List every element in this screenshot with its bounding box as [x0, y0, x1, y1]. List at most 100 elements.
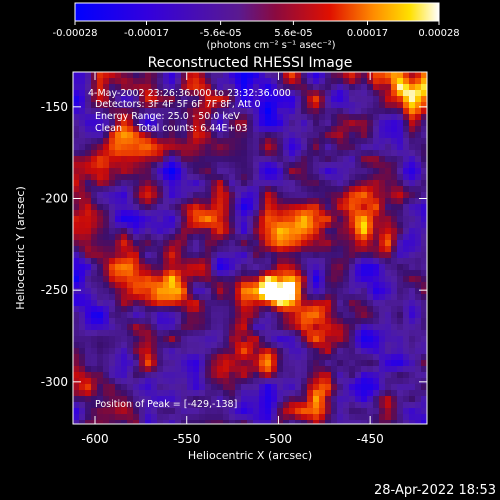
heatmap-cell — [73, 90, 80, 97]
heatmap-cell — [385, 216, 392, 223]
heatmap-cell — [73, 318, 80, 325]
heatmap-cell — [157, 234, 164, 241]
heatmap-cell — [187, 132, 194, 139]
heatmap-cell — [145, 216, 152, 223]
heatmap-cell — [343, 78, 350, 85]
heatmap-cell — [415, 180, 422, 187]
heatmap-cell — [229, 318, 236, 325]
heatmap-cell — [229, 312, 236, 319]
heatmap-cell — [109, 378, 116, 385]
heatmap-cell — [403, 150, 410, 157]
heatmap-cell — [349, 294, 356, 301]
heatmap-cell — [319, 348, 326, 355]
heatmap-cell — [169, 366, 176, 373]
heatmap-cell — [385, 168, 392, 175]
heatmap-cell — [175, 414, 182, 421]
heatmap-cell — [403, 186, 410, 193]
heatmap-cell — [373, 342, 380, 349]
heatmap-cell — [217, 114, 224, 121]
heatmap-cell — [367, 156, 374, 163]
heatmap-cell — [115, 420, 122, 424]
heatmap-cell — [385, 222, 392, 229]
heatmap-cell — [385, 120, 392, 127]
heatmap-cell — [103, 102, 110, 109]
heatmap-cell — [169, 228, 176, 235]
heatmap-cell — [217, 180, 224, 187]
heatmap-cell — [253, 132, 260, 139]
heatmap-cell — [337, 84, 344, 91]
heatmap-cell — [373, 360, 380, 367]
heatmap-cell — [289, 78, 296, 85]
heatmap-cell — [313, 372, 320, 379]
heatmap-cell — [301, 240, 308, 247]
y-tick-label: -250 — [41, 283, 68, 297]
heatmap-cell — [79, 252, 86, 259]
heatmap-cell — [217, 300, 224, 307]
heatmap-cell — [319, 96, 326, 103]
heatmap-cell — [307, 402, 314, 409]
heatmap-cell — [415, 360, 422, 367]
heatmap — [73, 72, 427, 424]
heatmap-cell — [265, 300, 272, 307]
heatmap-cell — [175, 138, 182, 145]
heatmap-cell — [175, 252, 182, 259]
heatmap-cell — [349, 342, 356, 349]
heatmap-cell — [97, 192, 104, 199]
heatmap-cell — [385, 402, 392, 409]
heatmap-cell — [415, 120, 422, 127]
heatmap-cell — [217, 120, 224, 127]
heatmap-cell — [223, 348, 230, 355]
heatmap-cell — [421, 414, 427, 421]
heatmap-cell — [397, 264, 404, 271]
heatmap-cell — [283, 90, 290, 97]
heatmap-cell — [277, 204, 284, 211]
heatmap-cell — [343, 186, 350, 193]
heatmap-cell — [79, 336, 86, 343]
heatmap-cell — [325, 402, 332, 409]
heatmap-cell — [235, 138, 242, 145]
heatmap-cell — [199, 288, 206, 295]
heatmap-cell — [361, 270, 368, 277]
heatmap-cell — [373, 78, 380, 85]
heatmap-cell — [343, 420, 350, 424]
heatmap-cell — [187, 120, 194, 127]
heatmap-cell — [415, 318, 422, 325]
heatmap-cell — [181, 342, 188, 349]
heatmap-cell — [391, 378, 398, 385]
heatmap-cell — [397, 390, 404, 397]
heatmap-cell — [73, 84, 80, 91]
heatmap-cell — [253, 198, 260, 205]
heatmap-cell — [79, 324, 86, 331]
heatmap-cell — [97, 162, 104, 169]
heatmap-cell — [85, 402, 92, 409]
heatmap-cell — [139, 186, 146, 193]
heatmap-cell — [241, 414, 248, 421]
heatmap-cell — [181, 384, 188, 391]
heatmap-cell — [259, 168, 266, 175]
heatmap-cell — [259, 306, 266, 313]
heatmap-cell — [169, 210, 176, 217]
heatmap-cell — [217, 366, 224, 373]
heatmap-cell — [223, 138, 230, 145]
heatmap-cell — [403, 288, 410, 295]
heatmap-cell — [301, 102, 308, 109]
heatmap-cell — [235, 390, 242, 397]
heatmap-cell — [229, 216, 236, 223]
heatmap-cell — [121, 264, 128, 271]
heatmap-cell — [259, 120, 266, 127]
heatmap-cell — [151, 300, 158, 307]
heatmap-cell — [115, 246, 122, 253]
heatmap-cell — [187, 408, 194, 415]
heatmap-cell — [271, 162, 278, 169]
colorbar-tick-label: 0.00028 — [418, 28, 459, 39]
heatmap-cell — [139, 90, 146, 97]
heatmap-cell — [385, 390, 392, 397]
heatmap-cell — [343, 162, 350, 169]
heatmap-cell — [355, 300, 362, 307]
heatmap-cell — [271, 126, 278, 133]
heatmap-cell — [319, 162, 326, 169]
heatmap-cell — [121, 246, 128, 253]
heatmap-cell — [301, 174, 308, 181]
heatmap-cell — [391, 216, 398, 223]
heatmap-cell — [193, 168, 200, 175]
